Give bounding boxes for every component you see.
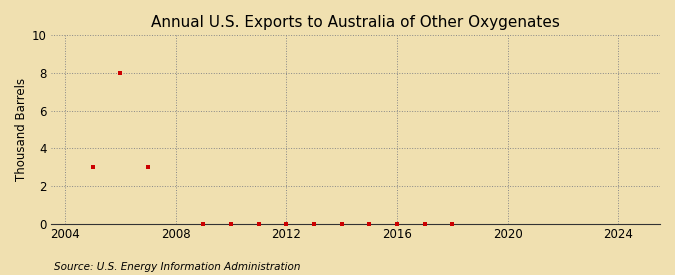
Point [447,221,458,226]
Point [225,221,236,226]
Point [142,165,153,169]
Point [419,221,430,226]
Text: Source: U.S. Energy Information Administration: Source: U.S. Energy Information Administ… [54,262,300,272]
Point [253,221,264,226]
Title: Annual U.S. Exports to Australia of Other Oxygenates: Annual U.S. Exports to Australia of Othe… [151,15,560,30]
Point [198,221,209,226]
Point [336,221,347,226]
Y-axis label: Thousand Barrels: Thousand Barrels [15,78,28,181]
Point [115,71,126,75]
Point [87,165,98,169]
Point [364,221,375,226]
Point [392,221,402,226]
Point [281,221,292,226]
Point [308,221,319,226]
